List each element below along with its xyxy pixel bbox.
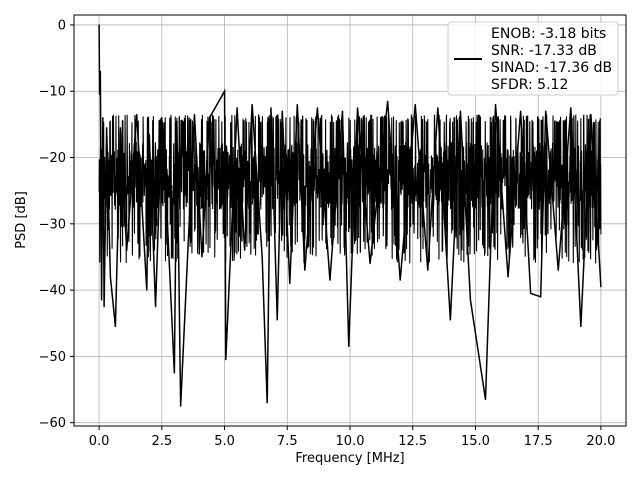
data-point [148, 133, 150, 135]
data-point [427, 269, 429, 271]
x-tick-label: 17.5 [524, 434, 553, 449]
data-point [276, 319, 278, 321]
x-tick-label: 10.0 [336, 434, 365, 449]
data-point [540, 296, 542, 298]
data-point [161, 117, 163, 119]
data-point [225, 359, 227, 361]
x-tick-label: 15.0 [461, 434, 490, 449]
data-point [600, 286, 602, 288]
y-axis-label: PSD [dB] [14, 191, 29, 249]
y-tick-label: 0 [58, 18, 66, 33]
legend-line-sfdr: SFDR: 5.12 [491, 77, 568, 93]
data-point [251, 103, 253, 106]
legend: ENOB: -3.18 bits SNR: -17.33 dB SINAD: -… [447, 21, 619, 96]
data-point [146, 289, 148, 291]
x-tick-label: 2.5 [151, 434, 172, 449]
data-point [270, 107, 272, 109]
data-point [341, 110, 344, 112]
data-point [329, 279, 331, 281]
data-point [180, 405, 182, 407]
data-point [580, 325, 582, 328]
y-tick-label: −60 [39, 416, 66, 431]
x-tick-label: 7.5 [277, 434, 298, 449]
data-point [109, 276, 111, 278]
data-point [304, 269, 306, 271]
data-point [208, 117, 211, 119]
y-tick-label: −50 [39, 350, 66, 365]
data-point [244, 249, 246, 251]
legend-line-snr: SNR: -17.33 dB [491, 43, 597, 59]
data-point [387, 100, 389, 102]
data-point [98, 24, 100, 26]
data-point [459, 110, 461, 112]
x-tick-label: 20.0 [586, 434, 615, 449]
data-point [173, 372, 175, 374]
y-axis-ticks: 0 −10 −20 −30 −40 −50 −60 [39, 18, 74, 431]
legend-box [447, 21, 619, 96]
data-point [289, 282, 291, 285]
x-axis-ticks: 0.0 2.5 5.0 7.5 10.0 12.5 15.0 17.5 20.0 [89, 426, 615, 449]
y-tick-label: −30 [39, 217, 66, 232]
data-point [356, 107, 359, 109]
data-point [103, 306, 105, 308]
x-tick-label: 12.5 [398, 434, 427, 449]
data-point [136, 113, 138, 116]
data-point [520, 110, 522, 112]
data-point [188, 216, 191, 218]
data-point [437, 107, 439, 109]
data-point [99, 70, 101, 72]
data-point [236, 107, 238, 109]
data-point [414, 103, 416, 106]
data-point [98, 93, 101, 96]
data-layer [98, 24, 602, 407]
data-point [266, 402, 268, 404]
data-point [348, 345, 350, 348]
x-tick-label: 5.0 [214, 434, 235, 449]
data-point [296, 103, 298, 106]
noise-band [98, 114, 602, 264]
legend-line-enob: ENOB: -3.18 bits [491, 26, 606, 42]
data-point [545, 110, 547, 112]
data-point [570, 107, 572, 109]
data-point [119, 127, 122, 129]
data-point [449, 319, 451, 321]
data-point [201, 256, 203, 258]
data-point [507, 276, 509, 278]
data-point [494, 103, 497, 106]
data-point [166, 209, 168, 212]
data-point [469, 299, 472, 301]
data-point [261, 256, 263, 258]
data-point [530, 292, 532, 295]
x-axis-label: Frequency [MHz] [295, 451, 404, 466]
y-tick-label: −20 [39, 151, 66, 166]
y-tick-label: −10 [39, 85, 66, 100]
legend-line-sinad: SINAD: -17.36 dB [491, 60, 612, 76]
data-point [126, 249, 128, 251]
data-point [101, 299, 103, 301]
y-tick-label: −40 [39, 284, 66, 299]
data-point [193, 113, 196, 116]
data-point [176, 120, 178, 122]
data-point [154, 306, 157, 308]
data-point [484, 398, 487, 401]
data-point [106, 127, 108, 129]
data-point [399, 279, 401, 281]
data-point [114, 325, 116, 328]
data-point [102, 117, 104, 119]
data-point [590, 113, 592, 116]
data-point [223, 90, 226, 92]
data-point [557, 269, 559, 271]
data-point [316, 107, 318, 109]
data-point [369, 262, 371, 265]
x-tick-label: 0.0 [89, 434, 110, 449]
data-point [281, 110, 283, 112]
